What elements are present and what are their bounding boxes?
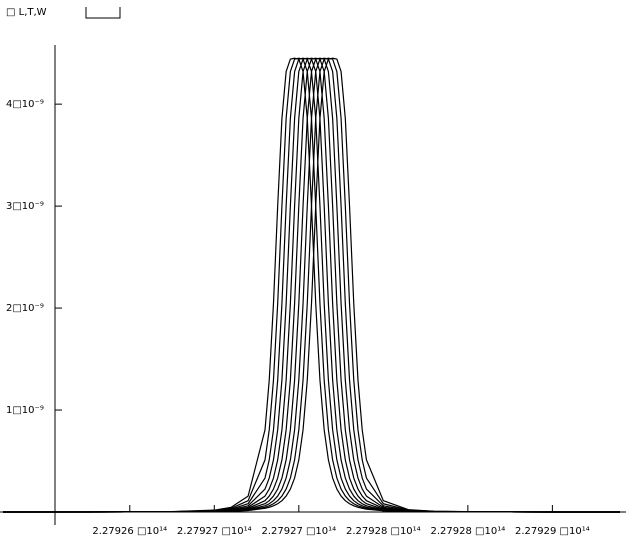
x-tick-label: 2.27928 □10¹⁴ bbox=[346, 526, 421, 537]
x-tick-label: 2.27927 □10¹⁴ bbox=[261, 526, 336, 537]
y-tick-label: 3□10⁻⁹ bbox=[6, 201, 44, 212]
line-series bbox=[2, 57, 621, 513]
x-tick-label: 2.27927 □10¹⁴ bbox=[177, 526, 252, 537]
x-tick-label: 2.27929 □10¹⁴ bbox=[515, 526, 590, 537]
x-tick-label: 2.27928 □10¹⁴ bbox=[430, 526, 505, 537]
annotation: □ L,T,W bbox=[6, 7, 47, 18]
line-series bbox=[2, 57, 621, 513]
y-tick-label: 4□10⁻⁹ bbox=[6, 99, 44, 110]
y-tick-label: 1□10⁻⁹ bbox=[6, 405, 44, 416]
line-series bbox=[2, 57, 621, 513]
y-tick-label: 2□10⁻⁹ bbox=[6, 303, 44, 314]
x-tick-label: 2.27926 □10¹⁴ bbox=[92, 526, 167, 537]
line-series bbox=[2, 57, 621, 513]
line-series bbox=[2, 57, 621, 513]
line-series bbox=[2, 57, 621, 513]
box-glyph bbox=[85, 7, 121, 19]
